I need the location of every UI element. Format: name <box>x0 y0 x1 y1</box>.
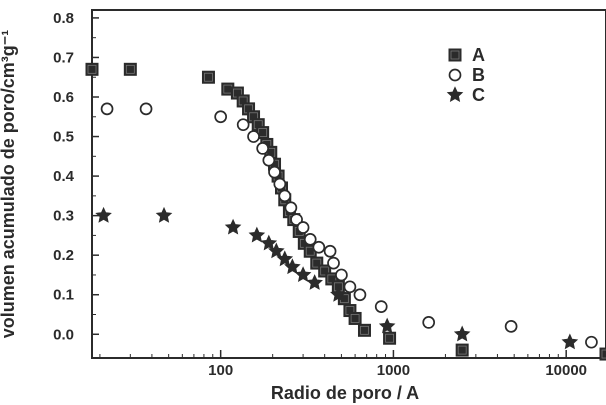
plot-frame <box>91 9 606 359</box>
series-b-point-5 <box>256 142 269 155</box>
y-tick-label-4: 0.4 <box>53 168 75 185</box>
x-axis-title: Radio de poro / A <box>271 383 419 403</box>
y-tick-label-1: 0.1 <box>53 287 74 304</box>
series-c-point-0 <box>95 206 112 223</box>
series-b-point-12 <box>296 221 310 234</box>
series-b-point-3 <box>236 118 250 132</box>
series-c-point-9 <box>306 274 323 290</box>
x-axis: 100 1000 10000 <box>99 350 587 379</box>
series-c-point-1 <box>155 206 173 223</box>
y-tick-label-3: 0.3 <box>53 208 74 225</box>
series-c-point-11 <box>378 317 396 334</box>
series-b-point-16 <box>327 256 340 270</box>
y-tick-label-7: 0.7 <box>53 49 74 66</box>
series-a-point-30 <box>455 343 469 357</box>
legend-label-b: B <box>472 65 485 85</box>
legend: ABC <box>446 45 485 105</box>
series-c-point-5 <box>268 242 285 259</box>
series-a-point-2 <box>201 70 215 84</box>
series-b-point-0 <box>100 102 114 116</box>
series-c-point-2 <box>224 218 242 235</box>
series-b-point-17 <box>335 268 348 282</box>
series-b-point-21 <box>422 316 436 329</box>
series-b-point-18 <box>343 280 357 294</box>
series-c-point-7 <box>284 258 301 275</box>
legend-marker-b <box>448 68 462 82</box>
series-a-point-27 <box>348 311 362 325</box>
series-c-point-4 <box>260 234 278 251</box>
legend-marker-c <box>446 86 464 103</box>
series-c-point-8 <box>294 266 312 283</box>
legend-label-c: C <box>472 85 485 105</box>
series-b-point-15 <box>323 244 337 258</box>
y-tick-label-6: 0.6 <box>53 89 74 106</box>
series-b-point-19 <box>353 288 367 302</box>
series-b-point-14 <box>312 240 326 254</box>
x-tick-label-2: 10000 <box>545 362 587 379</box>
y-tick-label-2: 0.2 <box>53 247 74 264</box>
series-b-point-4 <box>247 130 260 143</box>
series-b-point-6 <box>262 153 276 167</box>
series-b-point-2 <box>214 110 228 124</box>
x-tick-label-1: 1000 <box>377 362 410 379</box>
series-b-point-1 <box>139 102 153 116</box>
legend-label-a: A <box>472 45 485 65</box>
series-b-point-20 <box>374 300 388 313</box>
series-a-point-0 <box>85 62 99 76</box>
series-c-point-3 <box>248 226 266 243</box>
series-b-point-13 <box>303 233 317 246</box>
series-a-point-1 <box>123 62 137 76</box>
legend-marker-a <box>448 48 462 62</box>
y-axis-title: volumen acumulado de poro/cm³g⁻¹ <box>0 30 18 339</box>
series-b-point-7 <box>268 165 281 179</box>
series-b-point-10 <box>284 201 298 215</box>
y-tick-label-8: 0.8 <box>53 10 74 27</box>
y-tick-label-0: 0.0 <box>53 326 74 343</box>
series-a-point-31 <box>599 347 606 361</box>
series-c-point-6 <box>276 250 294 267</box>
series-b-point-9 <box>278 189 292 203</box>
y-axis: 0.0 0.1 0.2 0.3 0.4 0.5 0.6 0.7 0.8 <box>53 10 99 343</box>
series-a-point-29 <box>383 331 397 345</box>
x-tick-label-0: 100 <box>208 362 233 379</box>
series-c-point-12 <box>453 325 471 342</box>
series-b-point-23 <box>585 335 598 349</box>
series-c-point-10 <box>330 286 347 302</box>
plot-area <box>85 62 606 361</box>
series-a-point-28 <box>357 323 371 337</box>
series-b-point-22 <box>504 320 518 333</box>
series-b-point-8 <box>273 177 287 191</box>
series-b-point-11 <box>290 213 303 226</box>
series-c-point-13 <box>561 333 579 350</box>
y-tick-label-5: 0.5 <box>53 129 74 146</box>
